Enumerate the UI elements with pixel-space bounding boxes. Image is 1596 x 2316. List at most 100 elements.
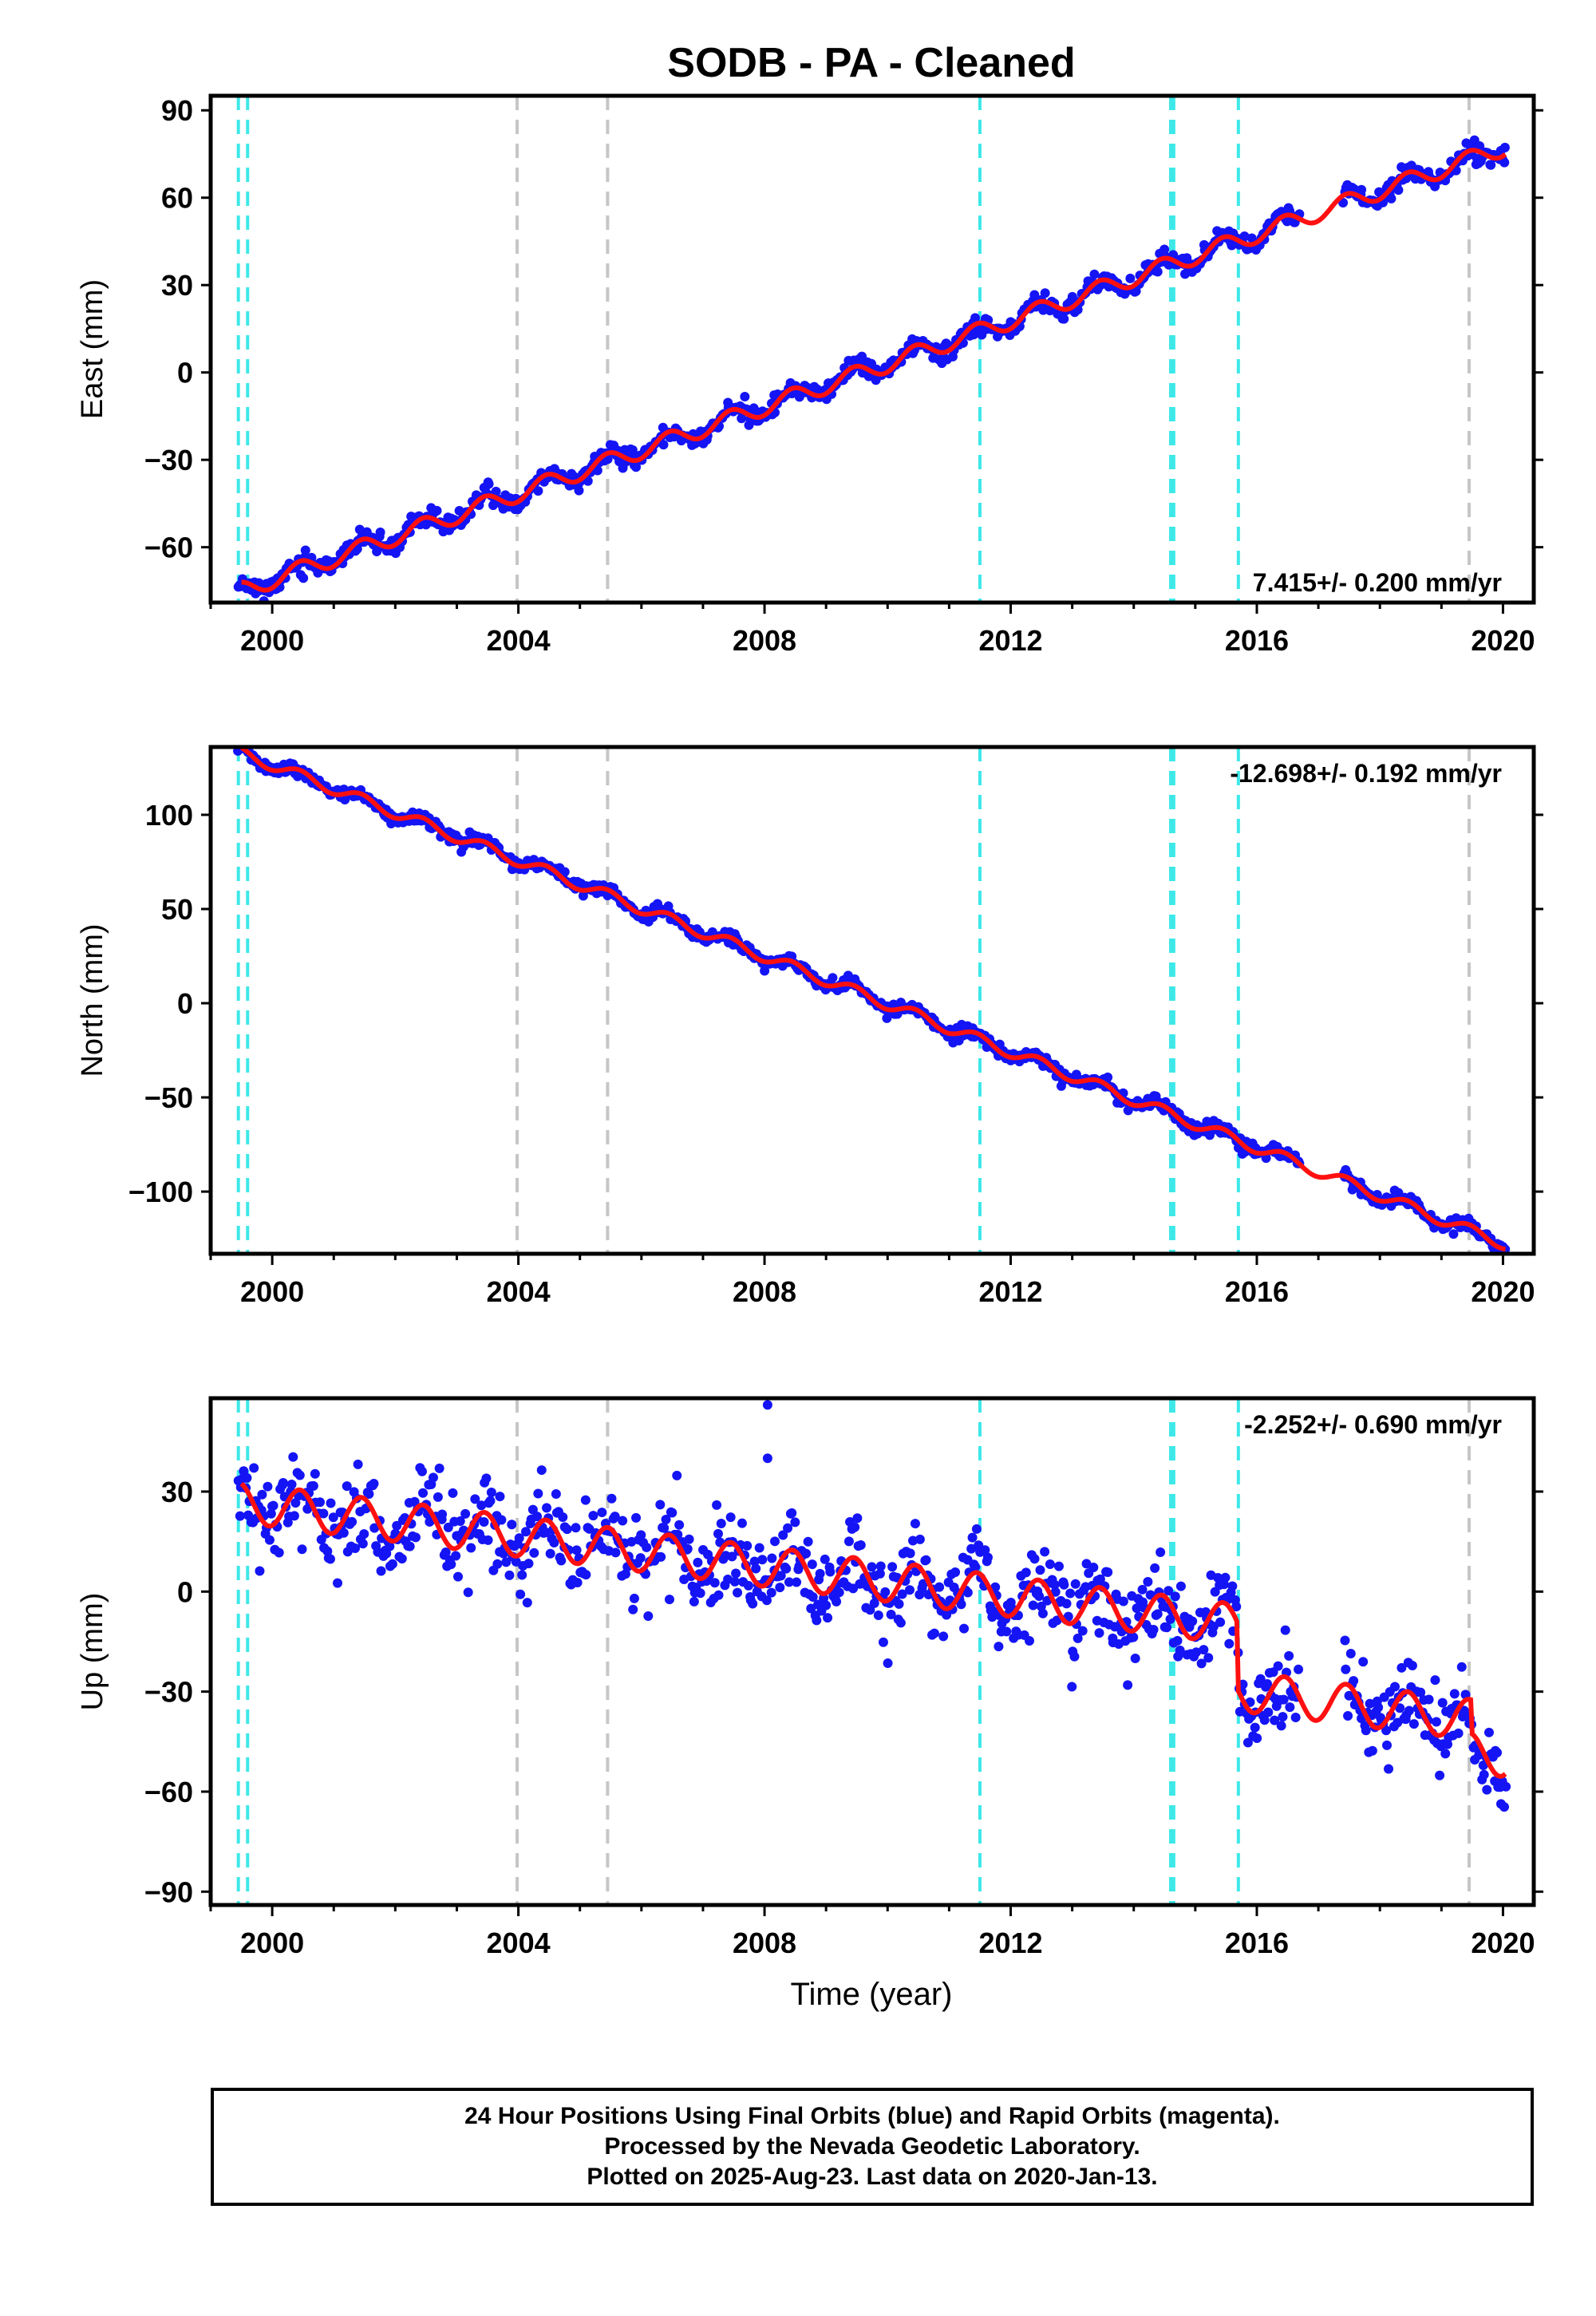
data-point [326, 1498, 336, 1508]
data-point [1395, 1703, 1405, 1713]
data-point [910, 1519, 920, 1529]
data-point [783, 1523, 793, 1533]
data-point [290, 1498, 301, 1508]
data-point [274, 1547, 284, 1558]
data-point [1196, 1658, 1207, 1669]
data-point [751, 1563, 761, 1574]
data-point [643, 1611, 654, 1621]
data-point [1252, 1733, 1262, 1743]
data-point [1424, 1694, 1434, 1705]
data-point [440, 1547, 451, 1557]
data-point [1499, 1802, 1510, 1812]
data-point-outlier [762, 1400, 772, 1410]
data-point [982, 1552, 993, 1563]
data-point [656, 1551, 666, 1562]
data-point [286, 1480, 297, 1490]
rate-label-north: -12.698+/- 0.192 mm/yr [1230, 759, 1502, 788]
data-point [1175, 1581, 1186, 1591]
data-point [1040, 1547, 1050, 1557]
data-point [636, 1530, 646, 1540]
data-point [342, 1481, 352, 1492]
data-point [1478, 1761, 1488, 1771]
data-point [875, 1561, 886, 1571]
processing-note-line-3: Plotted on 2025-Aug-23. Last data on 202… [587, 2164, 1158, 2190]
data-point [689, 1596, 699, 1607]
data-point [289, 1511, 299, 1521]
data-point [1448, 1229, 1459, 1239]
data-point [832, 1596, 842, 1607]
data-point [1280, 1625, 1290, 1635]
data-point [392, 1520, 402, 1531]
data-point [1077, 1626, 1088, 1636]
data-point [727, 1551, 737, 1562]
data-point [484, 479, 494, 489]
model-curve-up [239, 1481, 1507, 1779]
data-point [627, 445, 638, 455]
data-point [1449, 1689, 1460, 1699]
data-point [491, 486, 501, 496]
data-point [1170, 1591, 1180, 1602]
data-point [496, 1515, 507, 1525]
x-tick-label: 2016 [1225, 624, 1289, 657]
data-point [1073, 1633, 1083, 1643]
data-point [631, 1512, 642, 1523]
data-point [1294, 1664, 1304, 1674]
data-point [749, 1556, 760, 1567]
data-point [1059, 1579, 1069, 1590]
panel-frame-north [208, 745, 1536, 1256]
data-point [1290, 1713, 1301, 1723]
data-point [792, 1577, 802, 1587]
x-tick-label: 2020 [1471, 624, 1535, 657]
data-point [1227, 1581, 1238, 1591]
data-point [766, 1587, 776, 1598]
y-axis-label-north: North (mm) [76, 923, 109, 1077]
data-point [325, 1554, 335, 1564]
data-point [1367, 1745, 1377, 1756]
data-point [1483, 1727, 1494, 1737]
panel-north: −100 −50 0 50 100 North (mm) 2000 2004 2008 2012 2… [76, 745, 1543, 1308]
data-point [1479, 1769, 1489, 1780]
data-point [347, 1516, 358, 1527]
data-point [1128, 1632, 1139, 1642]
data-point [1224, 1638, 1235, 1649]
data-point [1262, 1678, 1273, 1689]
y-tick-label: 90 [161, 94, 193, 127]
data-points-up [233, 1400, 1511, 1812]
data-point [642, 1542, 652, 1552]
data-point [1156, 1547, 1166, 1557]
data-point [1231, 1602, 1242, 1612]
data-point [1285, 1702, 1295, 1713]
data-point [1094, 1628, 1104, 1638]
data-point [571, 1523, 581, 1533]
x-tick-label: 2016 [1225, 1927, 1289, 1959]
data-point [452, 1571, 463, 1582]
data-point [463, 1587, 473, 1598]
x-tick-label: 2020 [1471, 1275, 1535, 1308]
y-axis-label-up: Up (mm) [76, 1593, 109, 1711]
data-point [970, 1562, 981, 1572]
data-point [300, 545, 310, 555]
data-point [1486, 160, 1496, 170]
data-point [1070, 1579, 1080, 1589]
data-point [801, 1548, 812, 1559]
data-point [716, 1519, 726, 1529]
data-point [1159, 244, 1170, 255]
data-point [387, 1559, 397, 1569]
data-point [495, 1492, 505, 1502]
data-point [886, 1610, 896, 1620]
data-point [787, 1508, 797, 1518]
data-point [962, 1587, 973, 1598]
data-point [950, 1567, 961, 1578]
data-point [1242, 1737, 1253, 1748]
data-point [684, 1534, 694, 1544]
y-tick-label: 50 [161, 893, 193, 926]
data-point [994, 1642, 1004, 1652]
data-point [712, 1500, 722, 1510]
data-point [610, 1512, 620, 1522]
data-point [288, 1452, 298, 1462]
data-point [1461, 138, 1472, 148]
data-point [583, 476, 593, 486]
data-point [397, 1554, 407, 1564]
data-point [523, 1559, 534, 1569]
data-point [1118, 1596, 1128, 1607]
